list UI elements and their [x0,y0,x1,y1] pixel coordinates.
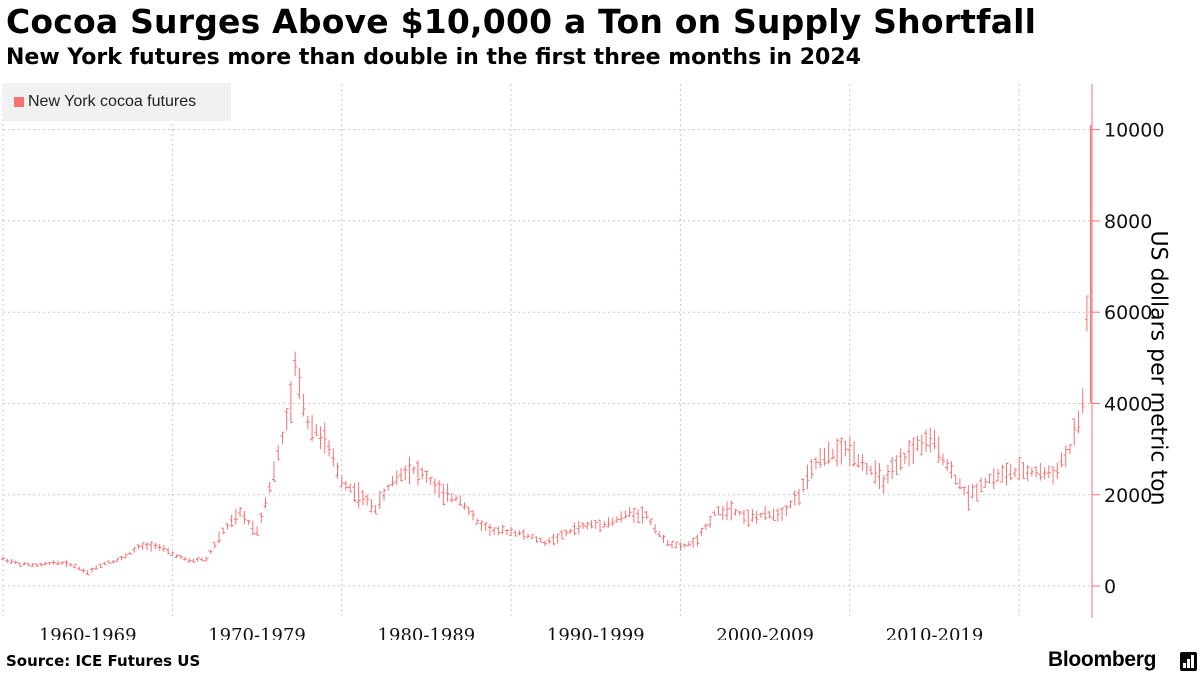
legend-label: New York cocoa futures [28,93,197,110]
y-tick-label: 0 [1104,576,1116,598]
x-tick-label: 1980-1989 [378,625,476,640]
chart-subtitle: New York futures more than double in the… [6,45,861,70]
y-tick-label: 10000 [1104,120,1164,142]
y-tick-label: 8000 [1104,211,1152,233]
x-gridlines [2,84,1020,618]
y-gridlines [3,129,1092,587]
legend: New York cocoa futures [3,83,231,121]
chart-title: Cocoa Surges Above $10,000 a Ton on Supp… [6,2,1037,41]
x-tick-label: 1990-1999 [547,625,645,640]
y-axis-label-box: US dollars per metric ton [1128,198,1188,538]
y-tick-label: 4000 [1104,393,1152,415]
y-tick-label: 6000 [1104,302,1152,324]
chart-area: 0 2000 4000 6000 8000 10000 1960-1969 1970-197… [1,84,1164,640]
x-axis: 1960-1969 1970-1979 1980-1989 1990-1999 2000… [39,625,984,640]
x-tick-label: 1970-1979 [208,625,306,640]
x-tick-label: 1960-1969 [39,625,137,640]
y-tick-label: 2000 [1104,485,1152,507]
y-axis: 0 2000 4000 6000 8000 10000 [1091,84,1164,618]
series-bars [1,125,1092,576]
source-note: Source: ICE Futures US [6,652,201,670]
bar-chart-icon [1180,652,1197,671]
legend-swatch [14,97,24,107]
x-tick-label: 2000-2009 [716,625,814,640]
bloomberg-logo: Bloomberg [1048,648,1157,671]
y-axis-label: US dollars per metric ton [1145,230,1171,506]
x-tick-label: 2010-2019 [886,625,984,640]
